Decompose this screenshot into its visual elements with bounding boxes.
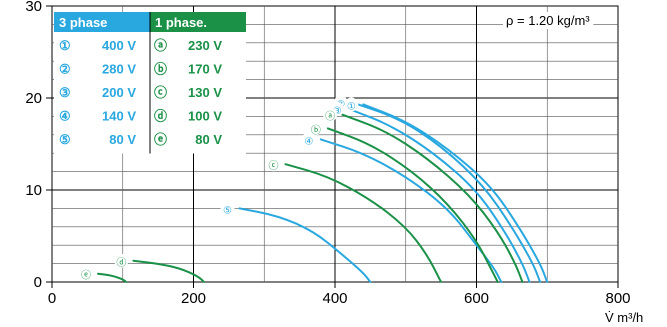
series-marker-label: ⓒ: [268, 160, 278, 172]
series-marker-bg: [344, 97, 359, 112]
legend-voltage-3phase: 140 V: [102, 109, 136, 124]
series-line: [341, 113, 524, 283]
y-tick-label: 10: [25, 182, 42, 199]
legend-marker-1phase: ⓓ: [154, 109, 167, 124]
legend-title-3phase: 3 phase: [59, 15, 107, 30]
x-tick-label: 400: [322, 290, 347, 307]
legend-header-3phase: [54, 12, 150, 32]
legend-marker-1phase: ⓐ: [154, 38, 167, 53]
legend-marker-3phase: ④: [59, 109, 71, 124]
density-note: ρ = 1.20 kg/m³: [506, 13, 590, 28]
axes: 0 10 20 30 0 200 400 600 800: [25, 0, 630, 307]
series-group: [97, 101, 549, 283]
series-marker-bg: [114, 253, 129, 268]
series-line: [351, 101, 542, 283]
series-marker-label: ⑤: [223, 205, 232, 216]
legend-marker-3phase: ③: [59, 85, 71, 100]
x-tick-label: 600: [464, 290, 489, 307]
legend-voltage-1phase: 130 V: [188, 85, 222, 100]
y-tick-label: 20: [25, 90, 42, 107]
x-axis-unit: V̇ m³/h: [605, 310, 643, 325]
series-line: [238, 207, 372, 283]
legend-voltage-1phase: 100 V: [188, 109, 222, 124]
curve-markers: ①②③④⑤ⓐⓑⓒⓓⓔ: [78, 95, 359, 282]
legend-marker-3phase: ②: [59, 62, 71, 77]
x-tick-label: 200: [181, 290, 206, 307]
series-marker-label: ①: [347, 101, 356, 112]
x-tick-label: 800: [605, 290, 630, 307]
legend-header-1phase: [150, 12, 246, 32]
legend-marker-3phase: ①: [59, 38, 71, 53]
series-marker-label: ④: [304, 136, 313, 147]
series-marker-label: ⓔ: [81, 270, 91, 282]
series-line: [284, 163, 443, 283]
series-marker-bg: [78, 266, 93, 281]
legend-voltage-1phase: 170 V: [188, 62, 222, 77]
legend-voltage-3phase: 400 V: [102, 38, 136, 53]
legend-marker-1phase: ⓑ: [154, 62, 167, 77]
series-marker-label: ⓑ: [311, 124, 321, 136]
density-note-bg: [503, 12, 594, 29]
x-tick-label: 0: [48, 290, 56, 307]
series-line: [97, 272, 128, 283]
series-line: [348, 108, 531, 283]
series-line: [326, 127, 499, 283]
series-marker-bg: [301, 132, 316, 147]
series-line: [319, 138, 503, 283]
series-marker-label: ⓐ: [325, 111, 335, 123]
series-marker-label: ③: [333, 106, 342, 117]
series-marker-bg: [308, 121, 323, 136]
legend-voltage-3phase: 200 V: [102, 85, 136, 100]
y-tick-label: 30: [25, 0, 42, 15]
legend-voltage-3phase: 80 V: [109, 132, 136, 147]
legend-voltage-1phase: 230 V: [188, 38, 222, 53]
series-marker-bg: [266, 157, 281, 172]
series-marker-bg: [323, 107, 338, 122]
y-tick-label: 0: [34, 274, 42, 291]
legend-title-1phase: 1 phase.: [155, 15, 207, 30]
legend-voltage-3phase: 280 V: [102, 62, 136, 77]
legend-marker-1phase: ⓒ: [154, 85, 167, 100]
series-marker-bg: [220, 201, 235, 216]
legend-marker-1phase: ⓔ: [154, 132, 167, 147]
series-line: [132, 259, 206, 283]
legend-marker-3phase: ⑤: [59, 132, 71, 147]
series-marker-label: ⓓ: [116, 257, 126, 269]
legend-voltage-1phase: 80 V: [195, 132, 222, 147]
legend: 3 phase 1 phase. ① 400 V ② 280 V ③ 200 V ④ 140 V ⑤…: [54, 12, 246, 154]
